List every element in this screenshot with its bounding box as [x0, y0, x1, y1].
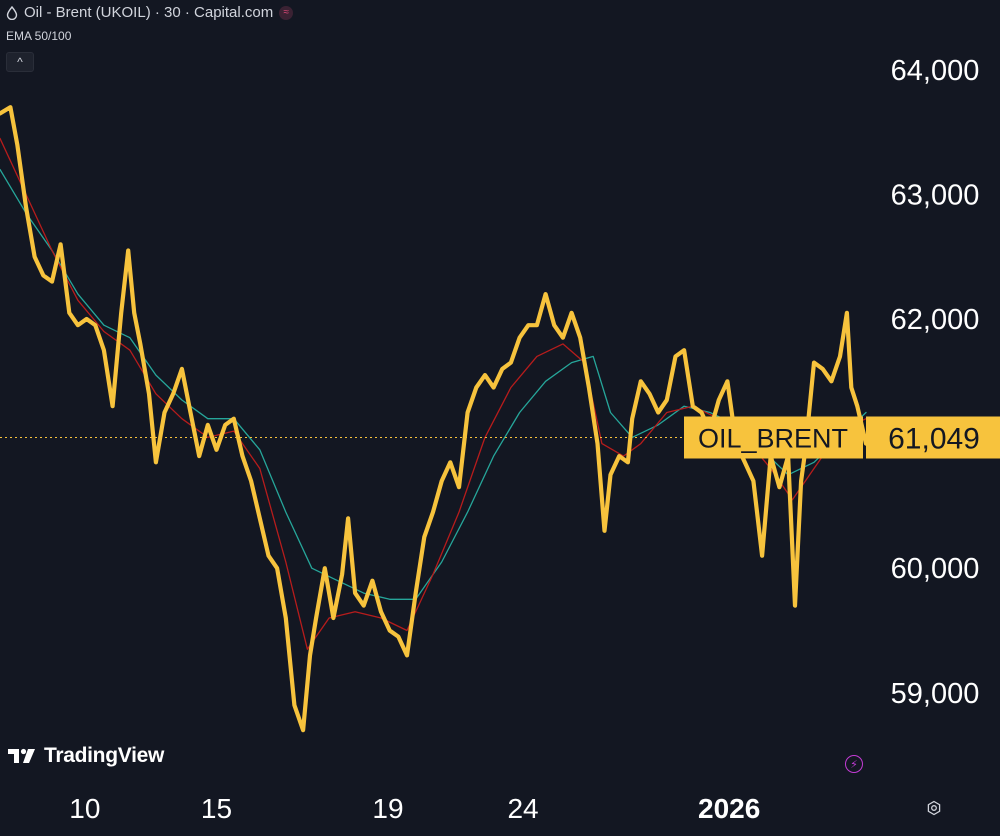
ema-50-line	[0, 137, 867, 650]
tradingview-logo-text: TradingView	[44, 744, 165, 767]
y-tick-label: 59,000	[891, 678, 980, 710]
x-tick-label: 24	[507, 793, 538, 824]
y-tick-label: 60,000	[891, 553, 980, 585]
symbol-tag-label: OIL_BRENT	[698, 424, 848, 454]
symbol-tag-box	[684, 416, 863, 459]
x-tick-label: 2026	[698, 793, 760, 824]
x-tick-label: 10	[69, 793, 100, 824]
lightning-icon[interactable]: ⚡	[845, 755, 863, 773]
symbol-title[interactable]: Oil - Brent (UKOIL) · 30 · Capital.com	[24, 4, 274, 21]
x-tick-label: 19	[372, 793, 403, 824]
y-tick-label: 62,000	[891, 304, 980, 336]
oil-drop-icon	[6, 5, 18, 20]
collapse-legend-button[interactable]: ^	[6, 52, 34, 72]
indicator-label[interactable]: EMA 50/100	[6, 29, 72, 43]
y-tick-label: 63,000	[891, 179, 980, 211]
price-line	[0, 105, 869, 733]
settings-gear-icon[interactable]	[926, 800, 942, 816]
chart-legend: Oil - Brent (UKOIL) · 30 · Capital.com ≈	[6, 4, 294, 21]
market-status-icon[interactable]: ≈	[279, 5, 294, 20]
ema-100-line	[0, 168, 867, 600]
tradingview-logo[interactable]: TradingView	[8, 744, 164, 768]
x-tick-label: 15	[201, 793, 232, 824]
price-tag-box	[866, 416, 1000, 459]
tradingview-mark-icon	[8, 748, 35, 763]
price-tag-value: 61,049	[888, 423, 980, 456]
y-tick-label: 64,000	[891, 55, 980, 87]
